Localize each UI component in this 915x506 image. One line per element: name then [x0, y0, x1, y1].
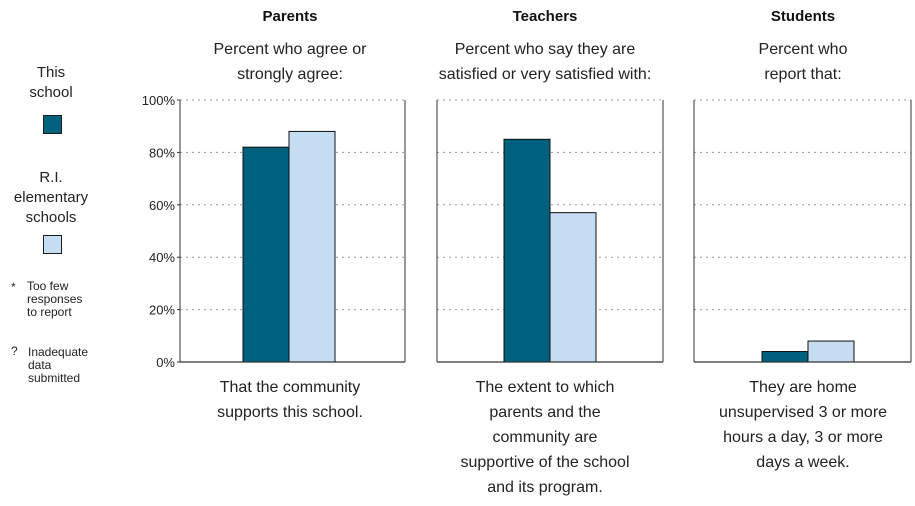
y-tick-label: 40% [149, 250, 175, 265]
panel-caption-teachers: The extent to which parents and the comm… [425, 375, 665, 500]
panel-title-parents: Parents [262, 8, 318, 25]
y-tick-label: 100% [142, 93, 176, 108]
legend: This school R.I. elementary schools * To… [0, 62, 108, 402]
caption-line: parents and the [489, 404, 601, 421]
caption-line: and its program. [487, 479, 603, 496]
bar-this-school [761, 351, 809, 363]
note-too-few-mark: * [11, 280, 16, 294]
caption-line: That the community [219, 379, 361, 396]
note-line: submitted [28, 371, 81, 385]
bar-ri-schools [288, 130, 336, 363]
panel-caption-students: They are home unsupervised 3 or more hou… [693, 375, 913, 475]
panel-subtitle-teachers: Percent who say they are satisfied or ve… [415, 37, 675, 87]
legend-line: school [29, 84, 73, 101]
y-tick-label: 60% [149, 198, 175, 213]
caption-line: supports this school. [217, 404, 363, 421]
legend-line: schools [25, 209, 77, 226]
caption-line: They are home [749, 379, 857, 396]
subtitle-line: Percent who agree or [213, 41, 367, 58]
bar-ri-schools [549, 212, 597, 363]
note-too-few-text: Too few responses to report [27, 280, 82, 319]
note-inadequate-text: Inadequate data submitted [28, 346, 88, 385]
caption-line: days a week. [756, 454, 850, 471]
y-tick-label: 80% [149, 145, 175, 160]
legend-this-school-swatch [43, 115, 62, 134]
legend-line: R.I. [39, 169, 63, 186]
caption-line: hours a day, 3 or more [723, 429, 883, 446]
note-line: Too few [27, 279, 69, 293]
panel-caption-parents: That the community supports this school. [160, 375, 420, 425]
caption-line: The extent to which [475, 379, 615, 396]
panel-subtitle-parents: Percent who agree or strongly agree: [160, 37, 420, 87]
legend-line: elementary [13, 189, 89, 206]
legend-ri-swatch [43, 235, 62, 254]
caption-line: unsupervised 3 or more [718, 404, 888, 421]
subtitle-line: strongly agree: [237, 66, 343, 83]
caption-line: supportive of the school [460, 454, 630, 471]
legend-this-school-label: This school [0, 63, 102, 103]
subtitle-line: Percent who say they are [454, 41, 636, 58]
subtitle-line: report that: [764, 66, 842, 83]
bar-this-school [242, 146, 290, 363]
bar-this-school [503, 138, 551, 363]
subtitle-line: Percent who [758, 41, 848, 58]
note-line: Inadequate [28, 345, 89, 359]
note-line: to report [27, 305, 72, 319]
y-tick-label: 20% [149, 303, 175, 318]
note-line: responses [27, 292, 83, 306]
subtitle-line: satisfied or very satisfied with: [438, 66, 652, 83]
legend-ri-label: R.I. elementary schools [0, 168, 102, 228]
legend-line: This [36, 64, 66, 81]
panel-title-students: Students [770, 8, 836, 25]
panel-subtitle-students: Percent who report that: [693, 37, 913, 87]
y-tick-label: 0% [156, 355, 175, 370]
bar-ri-schools [807, 340, 855, 363]
note-line: data [28, 358, 52, 372]
note-inadequate-mark: ? [11, 344, 18, 358]
panel-title-teachers: Teachers [512, 8, 578, 25]
caption-line: community are [492, 429, 598, 446]
